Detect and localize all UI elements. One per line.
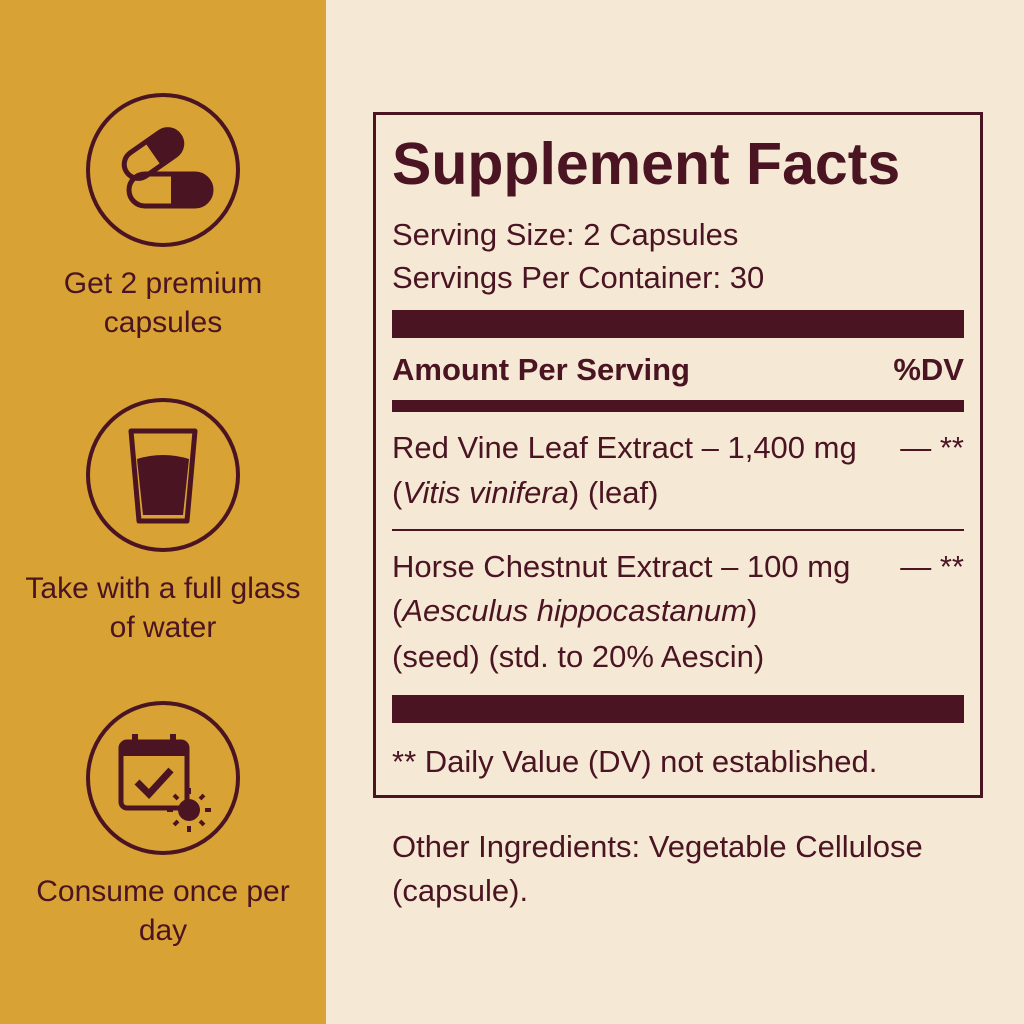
- column-header: Amount Per Serving: [392, 352, 690, 387]
- latin-name: Vitis vinifera: [402, 475, 569, 510]
- column-header: %DV: [893, 352, 964, 387]
- latin-name: Aesculus hippocastanum: [402, 593, 747, 628]
- ingredient-note: (seed) (std. to 20% Aescin): [392, 639, 765, 674]
- ingredient-note: (Vitis vinifera) (leaf): [392, 473, 658, 513]
- text: ) (leaf): [568, 475, 659, 510]
- text: ): [746, 593, 758, 628]
- step-caption: Consume once per day: [36, 875, 290, 947]
- other-ingredients: Other Ingredients: Vegetable Cellulose (…: [392, 829, 923, 908]
- facts-box: [373, 112, 983, 798]
- how-to-panel: Get 2 premium capsules Take with a full …: [0, 0, 326, 1024]
- step-caption: Take with a full glass of water: [25, 572, 301, 644]
- serving-size: Serving Size: 2 Capsules: [392, 217, 739, 252]
- servings-per-container: Servings Per Container: 30: [392, 260, 765, 295]
- footnote: ** Daily Value (DV) not established.: [392, 744, 878, 779]
- rule: [392, 695, 964, 723]
- rule: [392, 529, 964, 531]
- text: (: [392, 475, 403, 510]
- ingredient-dv: — **: [900, 430, 964, 465]
- ingredient-note: (Aesculus hippocastanum): [392, 591, 757, 631]
- capsule-icon: [86, 93, 240, 247]
- ingredient-name: Horse Chestnut Extract – 100 mg: [392, 549, 851, 584]
- step-caption: Get 2 premium capsules: [63, 267, 263, 339]
- ingredient-name: Red Vine Leaf Extract – 1,400 mg: [392, 430, 857, 465]
- rule: [392, 310, 964, 338]
- text: (: [392, 593, 403, 628]
- glass-icon: [86, 398, 240, 552]
- calendar-icon: [86, 701, 240, 855]
- ingredient-dv: — **: [900, 549, 964, 584]
- facts-title: Supplement Facts: [392, 131, 901, 197]
- rule: [392, 400, 964, 412]
